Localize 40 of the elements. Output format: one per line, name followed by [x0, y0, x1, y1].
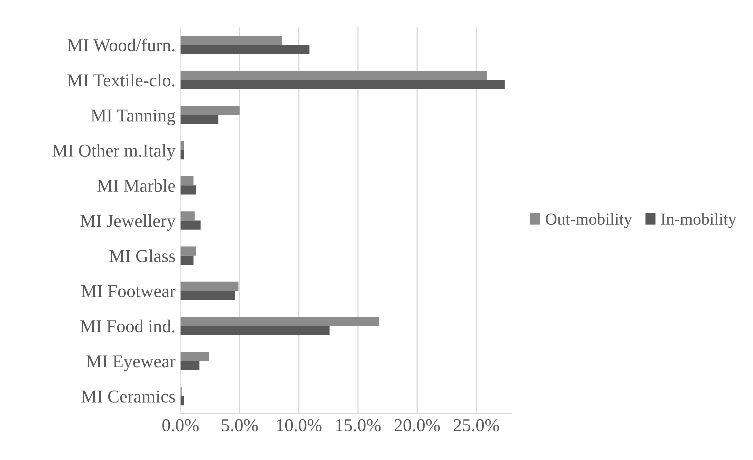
- bar: [180, 317, 380, 326]
- bar: [180, 326, 330, 336]
- bar: [180, 71, 488, 80]
- y-tick-label: MI Eyewear: [86, 356, 176, 372]
- bar: [180, 361, 200, 370]
- y-tick-label: MI Jewellery: [80, 214, 176, 231]
- bar: [180, 141, 184, 151]
- x-tick-label: 5.0%: [222, 419, 258, 432]
- x-tick-label: 10.0%: [277, 419, 322, 432]
- bar: [180, 291, 236, 300]
- bar: [180, 45, 310, 54]
- bar: [180, 176, 194, 186]
- x-tick-label: 20.0%: [394, 419, 440, 432]
- legend-label: In-mobility: [661, 213, 737, 228]
- bar: [180, 150, 184, 160]
- y-tick-label: MI Ceramics: [82, 390, 176, 403]
- x-tick-label: 15.0%: [336, 419, 381, 432]
- bar: [180, 80, 505, 90]
- y-tick-label: MI Footwear: [82, 285, 176, 298]
- bar: [180, 396, 184, 406]
- y-tick-label: MI Food ind.: [80, 320, 175, 333]
- bar: [180, 115, 219, 125]
- x-tick-label: 0.0%: [162, 419, 199, 432]
- y-tick-label: MI Wood/furn.: [68, 38, 175, 52]
- x-tick-label: 25.0%: [454, 419, 500, 432]
- bar: [180, 186, 196, 195]
- bar: [180, 352, 210, 362]
- y-tick-label: MI Glass: [110, 250, 176, 262]
- bar: [180, 246, 196, 256]
- bar: [180, 256, 194, 266]
- bar: [180, 282, 239, 292]
- bar: [180, 220, 201, 230]
- legend-label: Out-mobility: [546, 213, 632, 228]
- y-tick-label: MI Other m.Italy: [52, 144, 176, 161]
- bar: [180, 212, 195, 221]
- y-tick-label: MI Textile-clo.: [68, 74, 175, 87]
- y-tick-label: MI Marble: [98, 179, 176, 192]
- y-tick-label: MI Tanning: [91, 110, 176, 126]
- bar: [180, 106, 240, 116]
- bar: [180, 36, 282, 46]
